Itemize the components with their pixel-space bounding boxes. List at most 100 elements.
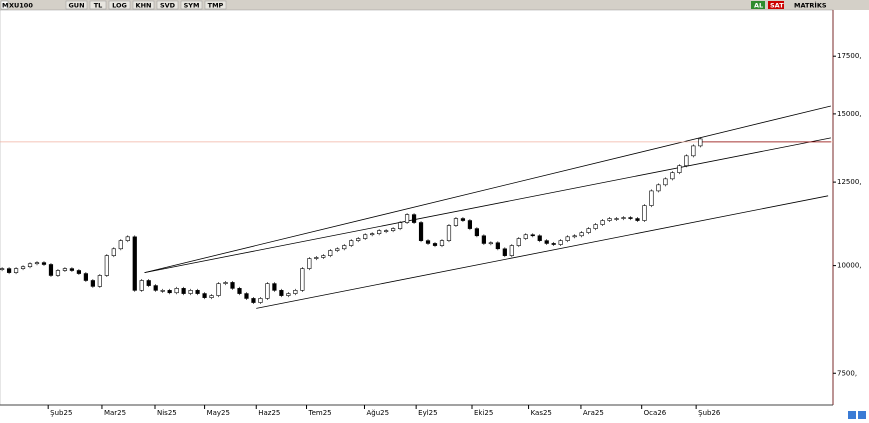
candle (34, 262, 40, 265)
candle (244, 293, 249, 299)
candle (111, 248, 116, 256)
candle (391, 228, 396, 231)
candle (481, 235, 486, 244)
candle (670, 172, 675, 180)
candle (342, 245, 347, 250)
symbol-icon[interactable] (0, 0, 9, 10)
candle (446, 225, 452, 241)
symbol[interactable]: XU100 (9, 2, 33, 10)
candle (272, 283, 277, 291)
candle (523, 234, 528, 239)
trendline (256, 195, 829, 309)
candle (384, 230, 389, 232)
candle (27, 263, 33, 268)
candle (349, 240, 354, 246)
symbol-marker: M (2, 2, 8, 10)
candle (691, 145, 696, 157)
candle (586, 228, 591, 233)
candle (69, 268, 75, 271)
toolbar-button-label: TL (94, 2, 103, 10)
candle (495, 242, 500, 250)
candle (649, 190, 654, 206)
candle (153, 285, 158, 291)
candle (439, 240, 445, 246)
candle (251, 298, 256, 303)
candle (286, 293, 291, 296)
candle (195, 290, 200, 294)
toolbar-button[interactable] (89, 0, 107, 10)
candle (300, 268, 305, 291)
toolbar-button[interactable] (108, 0, 131, 10)
candles (0, 137, 703, 305)
candle (593, 224, 598, 229)
x-tick-label: Ağu25 (366, 409, 389, 417)
candle (279, 290, 284, 296)
candle (314, 257, 319, 259)
y-tick-label: 7500, (837, 369, 857, 377)
candle (293, 290, 298, 294)
candle (642, 205, 647, 221)
y-tick-label: 10000, (837, 262, 862, 270)
toolbar-button[interactable] (132, 0, 155, 10)
candle (76, 270, 82, 274)
candle (432, 243, 438, 246)
toolbar-button[interactable] (204, 0, 227, 10)
candle (321, 255, 326, 258)
candle (307, 258, 312, 269)
zoom-button[interactable] (848, 411, 856, 419)
candle (48, 264, 54, 276)
candle (118, 240, 123, 250)
candle (363, 234, 368, 239)
x-tick-label: Tem25 (308, 409, 332, 417)
buy-button[interactable] (751, 1, 765, 9)
toolbar-button-label: LOG (112, 2, 127, 10)
candle (418, 222, 424, 241)
toolbar-button[interactable] (180, 0, 203, 10)
candle (265, 283, 270, 299)
candle (614, 218, 619, 220)
candle (174, 288, 179, 294)
x-tick-label: Ara25 (583, 409, 604, 417)
candle (13, 268, 19, 273)
candle (97, 275, 102, 287)
toolbar-button[interactable] (156, 0, 179, 10)
trendlines (0, 105, 833, 309)
candle (404, 214, 410, 223)
toolbar-button[interactable] (65, 0, 88, 10)
candle (558, 240, 563, 245)
x-tick-label: May25 (207, 409, 230, 417)
candle (377, 230, 382, 235)
candle (230, 282, 235, 289)
candle (237, 288, 242, 294)
toolbar-button-label: TMP (208, 2, 224, 10)
y-tick-label: 17500, (837, 52, 862, 60)
x-axis-strip (0, 405, 869, 423)
x-tick-label: Haz25 (258, 409, 280, 417)
candle (509, 245, 514, 256)
candle (502, 248, 507, 256)
candle (656, 184, 661, 192)
x-tick-label: Eki25 (474, 409, 493, 417)
candle (572, 235, 577, 238)
sell-button[interactable] (768, 1, 784, 9)
candle (551, 243, 556, 245)
candle (467, 220, 473, 229)
x-tick-label: Nis25 (157, 409, 177, 417)
candle (181, 288, 186, 294)
scroll-button[interactable] (858, 411, 866, 419)
x-tick-label: Kas25 (531, 409, 552, 417)
candle (167, 290, 172, 294)
x-tick-label: Eyl25 (418, 409, 437, 417)
candle (6, 268, 12, 273)
candle (188, 290, 193, 294)
candle (530, 234, 535, 237)
trendline (144, 137, 831, 273)
candle (474, 228, 479, 237)
candle (544, 240, 549, 244)
candle (663, 178, 668, 186)
candle (328, 250, 333, 256)
candle (216, 283, 221, 296)
candle (335, 248, 340, 251)
candle (104, 255, 109, 276)
